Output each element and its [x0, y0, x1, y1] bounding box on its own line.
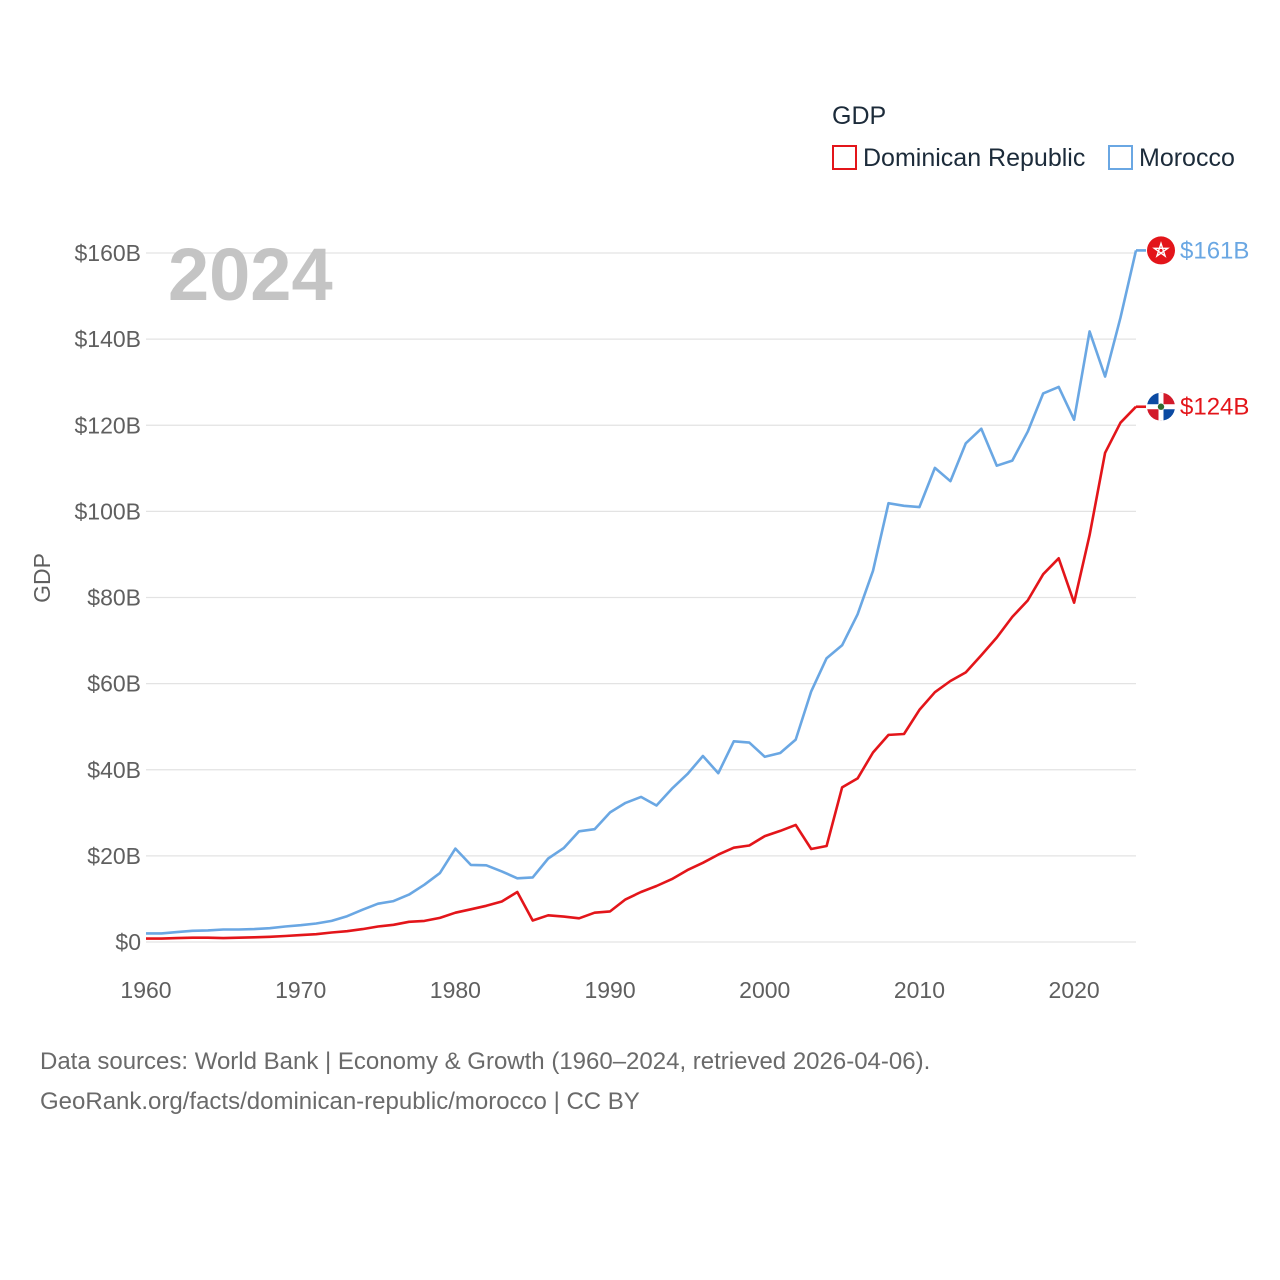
end-markers: $124B $161B	[1147, 236, 1249, 421]
x-tick-label-3: 1990	[584, 977, 635, 1003]
grid-lines	[146, 252, 1136, 943]
y-tick-label-6: $120B	[74, 412, 141, 438]
legend-item-morocco[interactable]: Morocco	[1108, 144, 1235, 172]
x-tick-label-2: 1980	[430, 977, 481, 1003]
x-tick-label-6: 2020	[1049, 977, 1100, 1003]
flag-dominican-republic-icon	[1147, 392, 1175, 421]
y-tick-label-5: $100B	[74, 498, 141, 524]
legend-swatch-morocco	[1108, 145, 1133, 170]
y-axis-label: GDP	[29, 553, 55, 603]
source-footer: Data sources: World Bank | Economy & Gro…	[40, 1042, 930, 1122]
y-axis-ticks: $0 $20B $40B $60B $80B $100B $120B $140B $160B	[74, 240, 141, 955]
source-line: Data sources: World Bank | Economy & Gro…	[40, 1048, 931, 1075]
series-line-morocco[interactable]	[146, 250, 1138, 935]
legend-label-dominican-republic: Dominican Republic	[863, 144, 1085, 172]
y-tick-label-3: $60B	[87, 671, 141, 697]
end-value-label-morocco: $161B	[1180, 237, 1249, 264]
year-watermark: 2024	[168, 233, 333, 316]
x-tick-label-1: 1970	[275, 977, 326, 1003]
flag-morocco-icon	[1147, 236, 1175, 265]
end-value-label-dominican-republic: $124B	[1180, 394, 1249, 421]
y-tick-label-0: $0	[115, 929, 141, 955]
y-tick-label-8: $160B	[74, 240, 141, 266]
y-tick-label-7: $140B	[74, 326, 141, 352]
credit-line[interactable]: GeoRank.org/facts/dominican-republic/mor…	[40, 1088, 640, 1115]
legend-title: GDP	[832, 102, 886, 130]
y-tick-label-1: $20B	[87, 843, 141, 869]
series-lines	[146, 249, 1146, 940]
x-axis-ticks: 1960 1970 1980 1990 2000 2010 2020	[120, 977, 1099, 1003]
legend[interactable]: GDP Dominican Republic Morocco	[832, 102, 1235, 172]
x-tick-label-0: 1960	[120, 977, 171, 1003]
legend-swatch-dominican-republic	[832, 145, 857, 170]
y-tick-label-4: $80B	[87, 585, 141, 611]
legend-item-dominican-republic[interactable]: Dominican Republic	[832, 144, 1085, 172]
x-tick-label-5: 2010	[894, 977, 945, 1003]
series-line-dominican-republic[interactable]	[146, 405, 1137, 940]
y-tick-label-2: $40B	[87, 757, 141, 783]
x-tick-label-4: 2000	[739, 977, 790, 1003]
legend-label-morocco: Morocco	[1139, 144, 1235, 172]
